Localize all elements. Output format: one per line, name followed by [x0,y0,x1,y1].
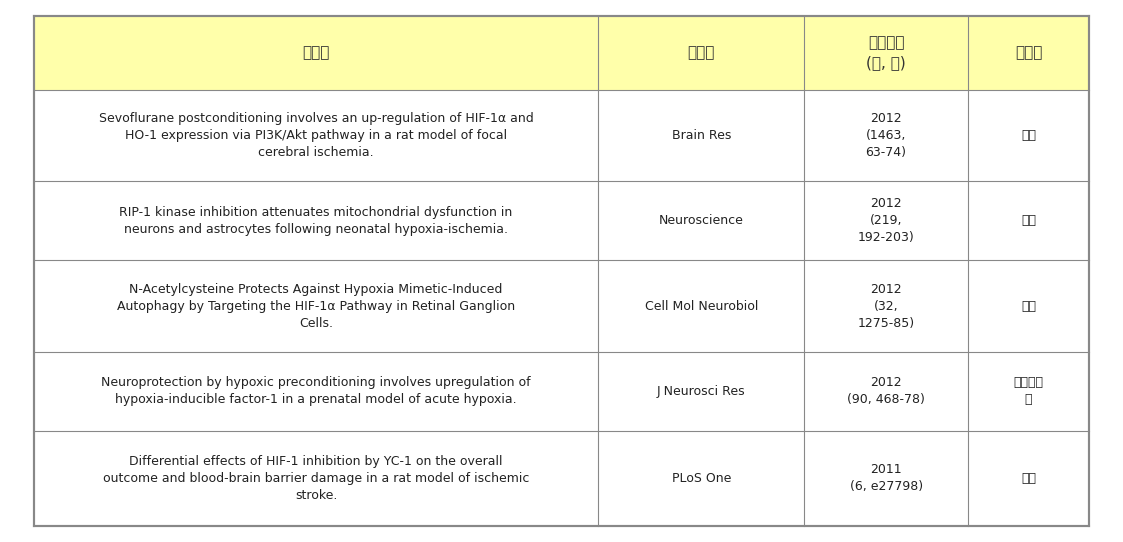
Text: 미국: 미국 [1021,215,1037,228]
Text: Differential effects of HIF-1 inhibition by YC-1 on the overall
outcome and bloo: Differential effects of HIF-1 inhibition… [103,455,529,502]
Text: RIP-1 kinase inhibition attenuates mitochondrial dysfunction in
neurons and astr: RIP-1 kinase inhibition attenuates mitoc… [119,206,513,236]
Text: 2012
(219,
192-203): 2012 (219, 192-203) [858,197,914,244]
Text: Brain Res: Brain Res [672,129,731,142]
Text: Cell Mol Neurobiol: Cell Mol Neurobiol [645,300,758,313]
Text: J Neurosci Res: J Neurosci Res [657,385,746,398]
Text: 미국: 미국 [1021,472,1037,485]
Text: Neuroscience: Neuroscience [659,215,743,228]
Text: 아르헨티
나: 아르헨티 나 [1014,377,1043,406]
Text: 중국: 중국 [1021,300,1037,313]
Text: 연구팀: 연구팀 [1015,46,1042,61]
Text: 2011
(6, e27798): 2011 (6, e27798) [849,463,923,493]
Text: Sevoflurane postconditioning involves an up-regulation of HIF-1α and
HO-1 expres: Sevoflurane postconditioning involves an… [99,112,533,159]
Text: 2012
(1463,
63-74): 2012 (1463, 63-74) [866,112,906,159]
Bar [34,16,1089,90]
Text: 중국: 중국 [1021,129,1037,142]
Text: N-Acetylcysteine Protects Against Hypoxia Mimetic-Induced
Autophagy by Targeting: N-Acetylcysteine Protects Against Hypoxi… [117,282,515,330]
Text: 게재연도
(권, 쪽): 게재연도 (권, 쪽) [866,36,906,70]
Text: Neuroprotection by hypoxic preconditioning involves upregulation of
hypoxia-indu: Neuroprotection by hypoxic preconditioni… [101,377,531,406]
Text: 2012
(32,
1275-85): 2012 (32, 1275-85) [858,282,914,330]
Text: 2012
(90, 468-78): 2012 (90, 468-78) [847,377,925,406]
Text: 논문명: 논문명 [302,46,330,61]
Text: 게재지: 게재지 [687,46,715,61]
Text: PLoS One: PLoS One [672,472,731,485]
